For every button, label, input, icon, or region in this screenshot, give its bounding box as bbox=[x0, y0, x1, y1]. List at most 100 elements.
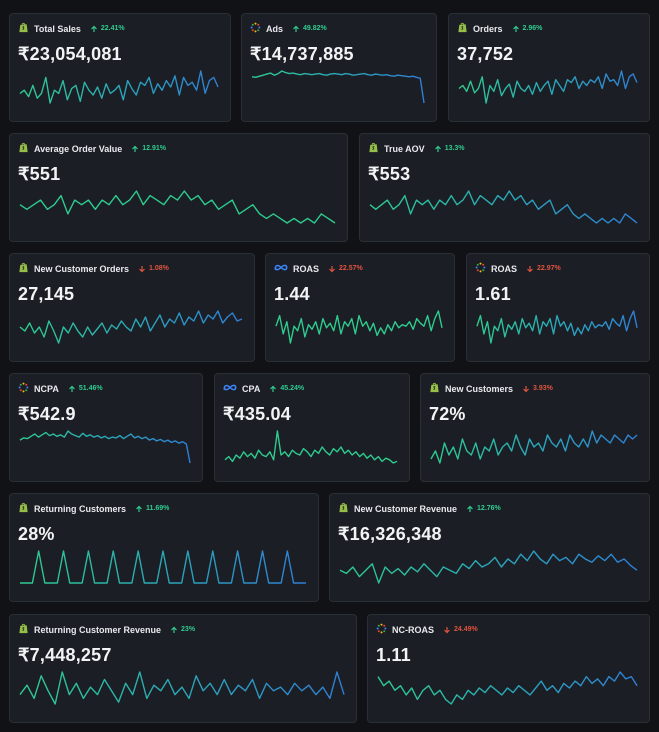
google-ads-icon bbox=[376, 623, 387, 636]
metric-card-returning-customers-11[interactable]: Returning Customers 11.69% 28% bbox=[9, 493, 319, 602]
arrow-up-icon bbox=[434, 145, 442, 153]
sparkline-path bbox=[458, 70, 638, 104]
sparkline-path bbox=[19, 70, 219, 104]
shopify-icon bbox=[18, 502, 29, 515]
card-header: ROAS 22.97% bbox=[475, 262, 561, 275]
metric-title: NC-ROAS bbox=[392, 624, 434, 635]
sparkline-path bbox=[275, 310, 443, 344]
change-value: 24.49% bbox=[454, 626, 478, 633]
change-value: 12.76% bbox=[477, 505, 501, 512]
metric-card-new-customers-10[interactable]: New Customers 3.93% 72% bbox=[420, 373, 650, 482]
metric-card-average-order-value-3[interactable]: Average Order Value 12.91% ₹551 bbox=[9, 133, 348, 242]
change-value: 23% bbox=[181, 626, 196, 633]
metric-card-ncpa-8[interactable]: NCPA 51.46% ₹542.9 bbox=[9, 373, 203, 482]
sparkline-chart bbox=[19, 190, 336, 224]
change-value: 45.24% bbox=[280, 385, 305, 392]
change-badge: 2.96% bbox=[512, 25, 543, 33]
google-ads-icon bbox=[475, 262, 486, 275]
metric-title: NCPA bbox=[34, 383, 59, 394]
sparkline bbox=[18, 670, 346, 706]
change-badge: 49.82% bbox=[292, 25, 327, 33]
arrow-up-icon bbox=[90, 25, 98, 33]
change-value: 49.82% bbox=[303, 25, 327, 32]
metric-card-cpa-9[interactable]: CPA 45.24% ₹435.04 bbox=[214, 373, 410, 482]
sparkline-path bbox=[339, 550, 638, 584]
sparkline-chart bbox=[19, 671, 345, 705]
sparkline-chart bbox=[224, 430, 398, 464]
metric-value: ₹553 bbox=[368, 164, 411, 184]
sparkline-chart bbox=[275, 310, 443, 344]
metric-value: ₹14,737,885 bbox=[250, 44, 354, 64]
sparkline-path bbox=[19, 310, 243, 344]
metric-value: 1.44 bbox=[274, 284, 310, 304]
sparkline bbox=[429, 429, 639, 465]
metric-value: 37,752 bbox=[457, 44, 514, 64]
arrow-down-icon bbox=[138, 265, 146, 273]
sparkline bbox=[18, 549, 308, 585]
metric-card-new-customer-orders-5[interactable]: New Customer Orders 1.08% 27,145 bbox=[9, 253, 255, 362]
metric-value: 1.61 bbox=[475, 284, 511, 304]
sparkline-chart bbox=[19, 310, 243, 344]
shopify-icon bbox=[457, 22, 468, 35]
sparkline bbox=[475, 309, 639, 345]
google-ads-icon bbox=[250, 22, 261, 35]
arrow-up-icon bbox=[292, 25, 300, 33]
change-badge: 22.97% bbox=[526, 265, 561, 273]
change-value: 12.91% bbox=[142, 145, 166, 152]
meta-icon bbox=[274, 262, 288, 275]
card-header: Returning Customer Revenue 23% bbox=[18, 623, 195, 636]
metric-card-returning-customer-revenue-13[interactable]: Returning Customer Revenue 23% ₹7,448,25… bbox=[9, 614, 357, 723]
metric-card-true-aov-4[interactable]: True AOV 13.3% ₹553 bbox=[359, 133, 650, 242]
sparkline-chart bbox=[377, 671, 638, 705]
metric-value: 27,145 bbox=[18, 284, 75, 304]
sparkline bbox=[338, 549, 639, 585]
change-badge: 1.08% bbox=[138, 265, 169, 273]
metric-card-new-customer-revenue-12[interactable]: New Customer Revenue 12.76% ₹16,326,348 bbox=[329, 493, 650, 602]
metric-value: 28% bbox=[18, 524, 55, 544]
shopify-icon bbox=[18, 22, 29, 35]
sparkline-path bbox=[430, 430, 638, 464]
card-header: Orders 2.96% bbox=[457, 22, 542, 35]
metric-title: Ads bbox=[266, 23, 284, 34]
card-header: Average Order Value 12.91% bbox=[18, 142, 166, 155]
shopify-icon bbox=[18, 623, 29, 636]
metric-card-roas-6[interactable]: ROAS 22.57% 1.44 bbox=[265, 253, 455, 362]
card-header: Total Sales 22.41% bbox=[18, 22, 125, 35]
metric-title: Returning Customer Revenue bbox=[34, 624, 162, 635]
card-header: New Customer Orders 1.08% bbox=[18, 262, 169, 275]
arrow-up-icon bbox=[512, 25, 520, 33]
metric-value: ₹23,054,081 bbox=[18, 44, 122, 64]
metric-card-nc-roas-14[interactable]: NC-ROAS 24.49% 1.11 bbox=[367, 614, 650, 723]
metric-card-orders-2[interactable]: Orders 2.96% 37,752 bbox=[448, 13, 650, 122]
shopify-icon bbox=[18, 262, 29, 275]
change-value: 22.97% bbox=[537, 265, 561, 272]
change-value: 2.96% bbox=[522, 25, 543, 32]
metric-title: New Customers bbox=[445, 383, 514, 394]
sparkline-chart bbox=[19, 550, 307, 584]
sparkline bbox=[18, 189, 337, 225]
metric-card-roas-7[interactable]: ROAS 22.97% 1.61 bbox=[466, 253, 650, 362]
metric-card-ads-1[interactable]: Ads 49.82% ₹14,737,885 bbox=[241, 13, 437, 122]
sparkline bbox=[18, 309, 244, 345]
change-badge: 12.91% bbox=[131, 145, 166, 153]
card-header: Returning Customers 11.69% bbox=[18, 502, 169, 515]
change-value: 1.08% bbox=[149, 265, 169, 272]
arrow-up-icon bbox=[466, 505, 474, 513]
sparkline-path bbox=[476, 310, 638, 344]
sparkline bbox=[18, 429, 192, 465]
sparkline-path bbox=[19, 430, 191, 464]
sparkline-chart bbox=[430, 430, 638, 464]
arrow-down-icon bbox=[443, 626, 451, 634]
change-value: 11.69% bbox=[146, 505, 170, 512]
sparkline bbox=[368, 189, 639, 225]
sparkline-path bbox=[19, 190, 336, 224]
metric-title: CPA bbox=[242, 383, 261, 394]
metric-title: Orders bbox=[473, 23, 503, 34]
shopify-icon bbox=[18, 142, 29, 155]
google-ads-icon bbox=[18, 382, 29, 395]
change-badge: 12.76% bbox=[466, 505, 501, 513]
shopify-icon bbox=[338, 502, 349, 515]
metric-value: ₹551 bbox=[18, 164, 61, 184]
change-value: 13.3% bbox=[444, 145, 465, 152]
metric-card-total-sales-0[interactable]: Total Sales 22.41% ₹23,054,081 bbox=[9, 13, 231, 122]
